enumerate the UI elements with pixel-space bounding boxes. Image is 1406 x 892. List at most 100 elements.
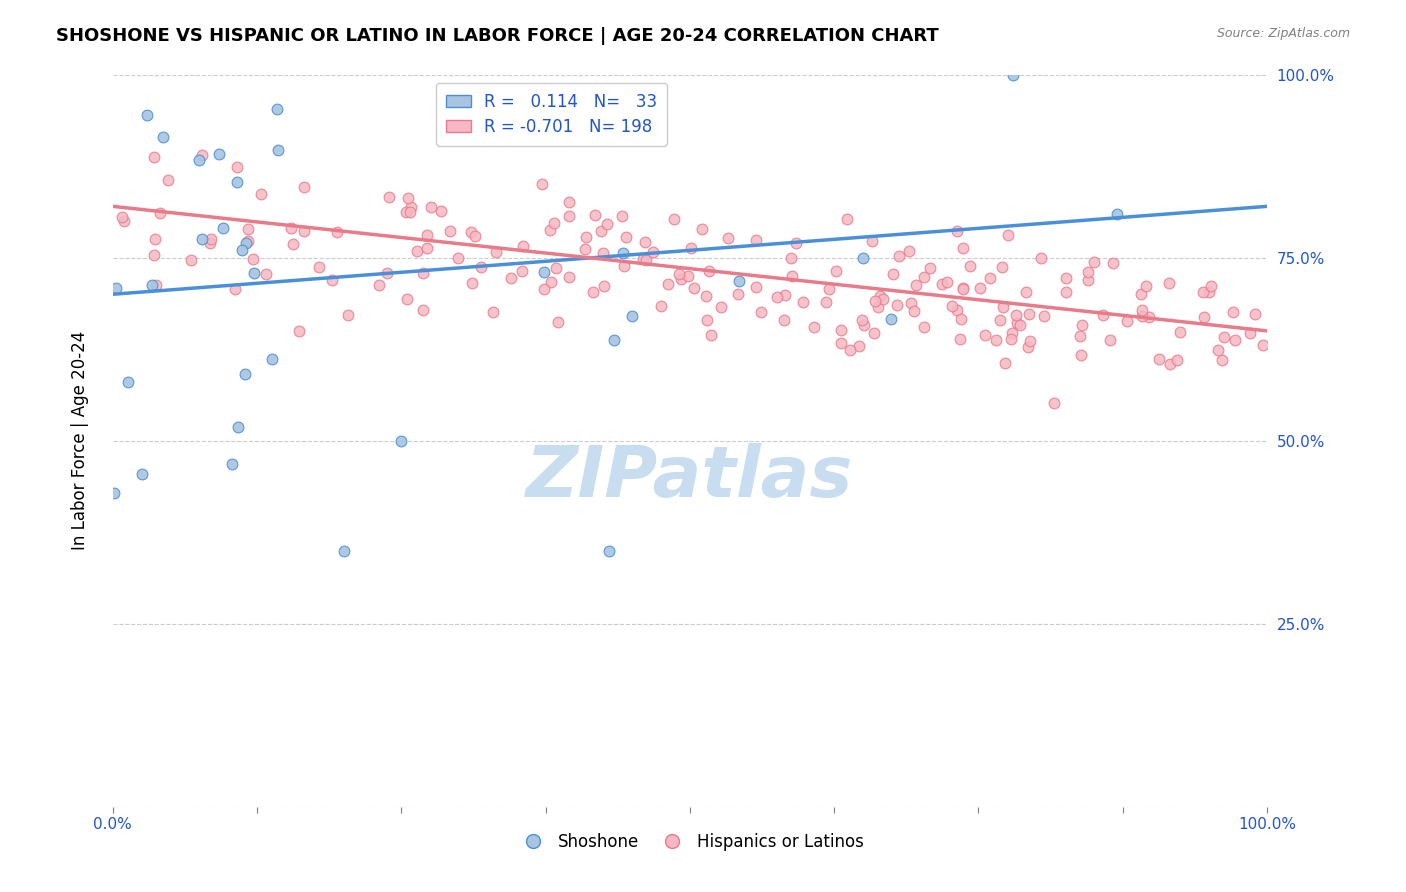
Text: Source: ZipAtlas.com: Source: ZipAtlas.com	[1216, 27, 1350, 40]
Point	[368, 277, 391, 292]
Point	[681, 241, 703, 255]
Point	[412, 267, 434, 281]
Point	[198, 236, 221, 251]
Point	[1018, 307, 1040, 321]
Point	[1101, 256, 1123, 270]
Point	[1135, 278, 1157, 293]
Point	[657, 277, 679, 291]
Point	[634, 235, 657, 249]
Point	[145, 278, 167, 293]
Point	[378, 190, 401, 204]
Point	[260, 352, 283, 367]
Point	[510, 264, 533, 278]
Point	[280, 221, 302, 235]
Point	[897, 244, 920, 258]
Point	[533, 265, 555, 279]
Point	[621, 310, 644, 324]
Point	[952, 281, 974, 295]
Point	[598, 543, 620, 558]
Point	[226, 419, 249, 434]
Point	[668, 267, 690, 281]
Point	[1166, 352, 1188, 367]
Point	[557, 209, 579, 223]
Point	[900, 296, 922, 310]
Point	[321, 273, 343, 287]
Point	[634, 252, 657, 267]
Point	[803, 320, 825, 334]
Point	[180, 252, 202, 267]
Point	[395, 292, 418, 306]
Point	[136, 108, 159, 122]
Point	[848, 338, 870, 352]
Point	[1159, 357, 1181, 371]
Point	[935, 276, 957, 290]
Point	[839, 343, 862, 358]
Point	[997, 227, 1019, 242]
Point	[208, 147, 231, 161]
Y-axis label: In Labor Force | Age 20-24: In Labor Force | Age 20-24	[72, 331, 89, 550]
Point	[117, 375, 139, 389]
Point	[612, 245, 634, 260]
Point	[1033, 309, 1056, 323]
Point	[949, 332, 972, 346]
Point	[979, 270, 1001, 285]
Point	[447, 252, 470, 266]
Point	[233, 367, 256, 381]
Point	[931, 277, 953, 291]
Point	[862, 326, 884, 340]
Point	[631, 252, 654, 266]
Point	[773, 288, 796, 302]
Point	[1017, 340, 1039, 354]
Point	[941, 299, 963, 313]
Point	[710, 301, 733, 315]
Point	[945, 303, 967, 318]
Point	[242, 252, 264, 266]
Point	[399, 200, 422, 214]
Point	[1043, 396, 1066, 410]
Point	[225, 175, 247, 189]
Point	[557, 194, 579, 209]
Point	[242, 266, 264, 280]
Point	[1115, 314, 1137, 328]
Point	[533, 281, 555, 295]
Point	[1005, 316, 1028, 330]
Point	[103, 486, 125, 500]
Point	[818, 283, 841, 297]
Point	[267, 143, 290, 157]
Point	[984, 333, 1007, 347]
Point	[886, 298, 908, 312]
Point	[1211, 353, 1233, 368]
Point	[880, 312, 903, 326]
Point	[415, 241, 437, 255]
Point	[221, 457, 243, 471]
Point	[949, 312, 972, 326]
Point	[903, 304, 925, 318]
Point	[772, 312, 794, 326]
Point	[904, 277, 927, 292]
Point	[815, 294, 838, 309]
Point	[592, 246, 614, 260]
Point	[851, 312, 873, 326]
Point	[1018, 334, 1040, 349]
Point	[499, 270, 522, 285]
Point	[461, 276, 484, 290]
Text: SHOSHONE VS HISPANIC OR LATINO IN LABOR FORCE | AGE 20-24 CORRELATION CHART: SHOSHONE VS HISPANIC OR LATINO IN LABOR …	[56, 27, 939, 45]
Point	[1054, 285, 1077, 299]
Point	[593, 279, 616, 293]
Point	[460, 225, 482, 239]
Point	[236, 222, 259, 236]
Point	[869, 289, 891, 303]
Point	[882, 267, 904, 281]
Point	[830, 336, 852, 351]
Point	[1015, 285, 1038, 300]
Point	[1168, 326, 1191, 340]
Point	[860, 234, 883, 248]
Point	[596, 218, 619, 232]
Point	[157, 172, 180, 186]
Point	[690, 222, 713, 236]
Point	[325, 226, 347, 240]
Point	[1070, 318, 1092, 332]
Point	[1206, 343, 1229, 358]
Point	[945, 224, 967, 238]
Point	[920, 260, 942, 275]
